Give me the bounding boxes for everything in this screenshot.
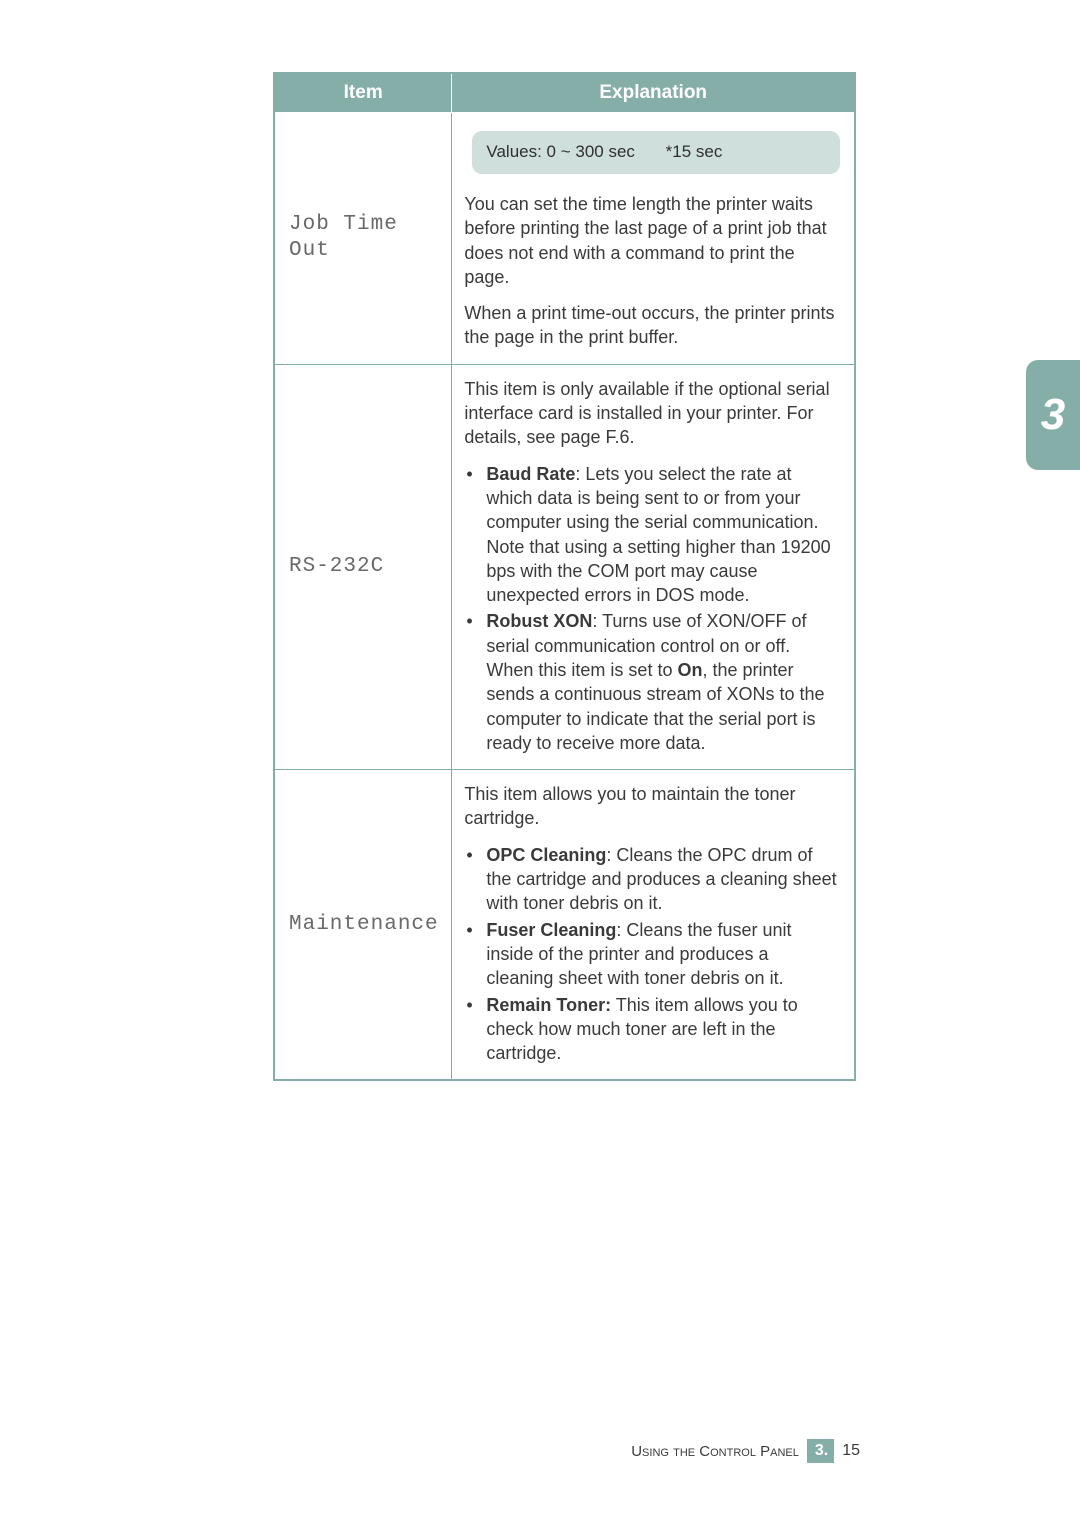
bullet-list: OPC Cleaning: Cleans the OPC drum of the… [462, 843, 844, 1066]
chapter-number: 3 [1041, 390, 1065, 440]
chapter-tab: 3 [1026, 360, 1080, 470]
footer-page-num: 15 [842, 1442, 860, 1460]
para-text: You can set the time length the printer … [464, 192, 838, 289]
list-item: Robust XON: Turns use of XON/OFF of seri… [464, 609, 838, 755]
explanation-rs232c: This item is only available if the optio… [452, 364, 855, 769]
page-footer: Using the Control Panel 3. 15 [631, 1439, 860, 1463]
para-text: This item is only available if the optio… [464, 377, 838, 450]
settings-table: Item Explanation Job Time Out Values: 0 … [273, 72, 856, 1081]
list-item: OPC Cleaning: Cleans the OPC drum of the… [464, 843, 838, 916]
table: Item Explanation Job Time Out Values: 0 … [273, 72, 856, 1081]
para-text: This item allows you to maintain the ton… [464, 782, 838, 831]
bullet-title: Robust XON [486, 611, 592, 631]
item-rs232c: RS-232C [274, 364, 452, 769]
values-default: *15 sec [666, 141, 723, 164]
bullet-text: : Lets you select the rate at which data… [486, 464, 830, 605]
list-item: Fuser Cleaning: Cleans the fuser unit in… [464, 918, 838, 991]
values-range: Values: 0 ~ 300 sec [486, 141, 635, 164]
item-job-timeout: Job Time Out [274, 113, 452, 365]
bullet-title: OPC Cleaning [486, 845, 606, 865]
bullet-list: Baud Rate: Lets you select the rate at w… [462, 462, 844, 756]
footer-text: Using the Control Panel [631, 1443, 799, 1460]
list-item: Baud Rate: Lets you select the rate at w… [464, 462, 838, 608]
footer-page-box: 3. [807, 1439, 834, 1463]
explanation-job-timeout: Values: 0 ~ 300 sec *15 sec You can set … [452, 113, 855, 365]
table-row: Job Time Out Values: 0 ~ 300 sec *15 sec… [274, 113, 855, 365]
table-row: RS-232C This item is only available if t… [274, 364, 855, 769]
bullet-bold2: On [677, 660, 702, 680]
bullet-title: Baud Rate [486, 464, 575, 484]
header-item: Item [274, 73, 452, 113]
explanation-maintenance: This item allows you to maintain the ton… [452, 770, 855, 1081]
para-text: When a print time-out occurs, the printe… [464, 301, 838, 350]
bullet-title: Fuser Cleaning [486, 920, 616, 940]
values-pill: Values: 0 ~ 300 sec *15 sec [472, 131, 840, 174]
item-maintenance: Maintenance [274, 770, 452, 1081]
list-item: Remain Toner: This item allows you to ch… [464, 993, 838, 1066]
bullet-title: Remain Toner: [486, 995, 611, 1015]
table-row: Maintenance This item allows you to main… [274, 770, 855, 1081]
header-explanation: Explanation [452, 73, 855, 113]
